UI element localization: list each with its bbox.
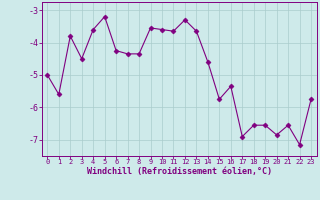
X-axis label: Windchill (Refroidissement éolien,°C): Windchill (Refroidissement éolien,°C): [87, 167, 272, 176]
